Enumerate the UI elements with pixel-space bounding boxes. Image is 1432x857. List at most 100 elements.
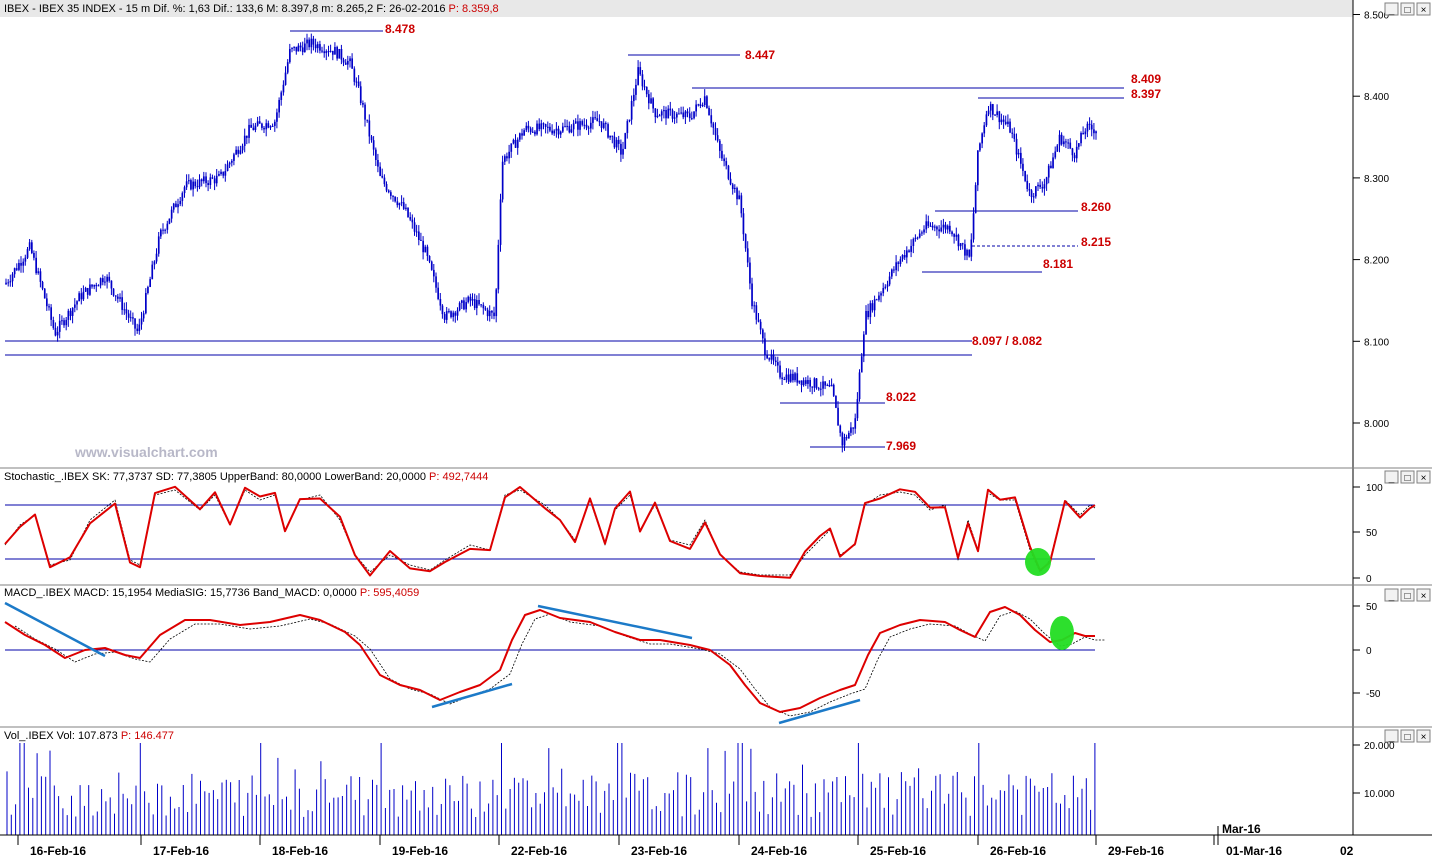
stoch-sk-line [4, 485, 1096, 579]
candle-body-310 [671, 110, 674, 119]
date-label-8: 26-Feb-16 [990, 844, 1046, 857]
panel1-ctrl-glyph-2: × [1421, 473, 1427, 484]
candle-body-345 [746, 248, 749, 263]
candle-body-83 [183, 187, 186, 194]
panel3-ctrl-box-2[interactable] [1416, 729, 1431, 743]
candle-body-398 [860, 356, 863, 373]
candle-body-352 [762, 329, 764, 339]
candle-body-416 [899, 259, 902, 264]
candle-body-172 [375, 149, 377, 160]
candle-body-436 [942, 224, 945, 228]
panel0-ctrl-box-1[interactable] [1400, 2, 1415, 16]
candle-body-45 [102, 278, 104, 283]
candle-body-16 [39, 271, 42, 282]
candle-body-371 [802, 380, 805, 386]
candle-body-169 [368, 120, 371, 137]
candle-body-39 [89, 284, 91, 295]
candle-body-405 [875, 299, 878, 301]
candle-body-126 [276, 112, 278, 122]
x-axis-extra: Mar-16 [1222, 822, 1261, 836]
candle-body-285 [617, 139, 620, 144]
candle-body-309 [669, 108, 672, 111]
candle-body-421 [910, 245, 912, 252]
candle-body-365 [789, 373, 792, 382]
panel2-ctrl-box-1[interactable] [1400, 588, 1415, 602]
candle-body-475 [1026, 180, 1029, 189]
candle-body-25 [58, 320, 61, 332]
candle-body-108 [237, 149, 240, 154]
candle-body-427 [923, 229, 925, 233]
candle-body-121 [265, 123, 268, 130]
price-tick-label-4: 8.100 [1364, 337, 1389, 348]
panel0-ctrl-box-0[interactable] [1384, 2, 1399, 16]
candle-body-317 [686, 111, 689, 114]
candle-body-330 [714, 127, 717, 136]
candle-body-480 [1037, 184, 1039, 187]
candle-body-34 [78, 293, 80, 302]
candle-body-49 [110, 280, 113, 289]
candle-body-203 [441, 305, 444, 315]
candle-body-294 [637, 67, 639, 85]
candle-body-262 [568, 125, 571, 133]
panel0-ctrl-box-2[interactable] [1416, 2, 1431, 16]
candle-body-99 [218, 174, 220, 176]
candle-body-316 [684, 111, 687, 118]
candle-body-190 [413, 222, 416, 232]
candle-body-80 [177, 204, 179, 208]
candle-body-299 [648, 94, 650, 104]
candle-body-239 [519, 133, 521, 140]
candle-body-272 [590, 122, 592, 129]
candle-body-318 [688, 113, 691, 119]
candle-body-257 [557, 128, 560, 135]
candle-body-346 [749, 262, 751, 284]
candle-body-368 [796, 373, 799, 383]
candle-body-232 [504, 156, 506, 162]
candle-body-493 [1065, 141, 1067, 143]
candle-body-183 [398, 203, 401, 206]
candle-body-40 [91, 284, 93, 287]
candle-body-275 [596, 118, 599, 122]
candle-body-209 [454, 312, 457, 316]
candle-body-89 [196, 186, 199, 188]
candle-body-140 [306, 39, 308, 44]
panel1-ctrl-box-2[interactable] [1416, 470, 1431, 484]
candle-body-14 [35, 257, 37, 274]
candle-body-77 [170, 209, 173, 219]
candle-body-75 [166, 223, 169, 230]
panel3-ctrl-box-0[interactable] [1384, 729, 1399, 743]
candle-body-323 [699, 104, 702, 106]
candle-body-307 [665, 110, 667, 119]
candle-body-20 [48, 306, 50, 308]
panel1-ctrl-box-0[interactable] [1384, 470, 1399, 484]
candle-body-106 [233, 154, 235, 161]
candle-body-195 [424, 246, 427, 253]
candle-body-141 [308, 39, 310, 48]
candle-body-208 [452, 312, 455, 318]
candle-body-247 [536, 123, 538, 135]
candle-body-504 [1088, 123, 1091, 125]
panel2-ctrl-box-2[interactable] [1416, 588, 1431, 602]
candle-body-10 [26, 249, 29, 258]
panel3-ctrl-box-1[interactable] [1400, 729, 1415, 743]
candle-body-487 [1052, 157, 1054, 169]
candle-body-50 [112, 288, 115, 296]
panel1-ctrl-box-1[interactable] [1400, 470, 1415, 484]
candle-body-24 [56, 331, 59, 336]
candle-body-47 [106, 276, 108, 282]
candle-body-246 [534, 131, 536, 135]
candle-body-273 [592, 117, 594, 123]
candle-body-91 [200, 179, 203, 182]
candle-body-235 [510, 143, 513, 152]
panel2-ctrl-box-0[interactable] [1384, 588, 1399, 602]
candle-body-359 [777, 362, 779, 366]
panel2-ctrl-glyph-0: _ [1388, 591, 1395, 602]
candle-body-501 [1082, 133, 1084, 135]
date-label-10: 01-Mar-16 [1226, 844, 1282, 857]
candle-body-128 [280, 92, 283, 100]
date-label-3: 19-Feb-16 [392, 844, 448, 857]
candle-body-447 [966, 249, 968, 256]
candle-body-425 [918, 233, 921, 238]
candle-body-251 [544, 124, 547, 127]
price-tick-label-2: 8.300 [1364, 174, 1389, 185]
support-resistance-lines [5, 30, 1124, 448]
